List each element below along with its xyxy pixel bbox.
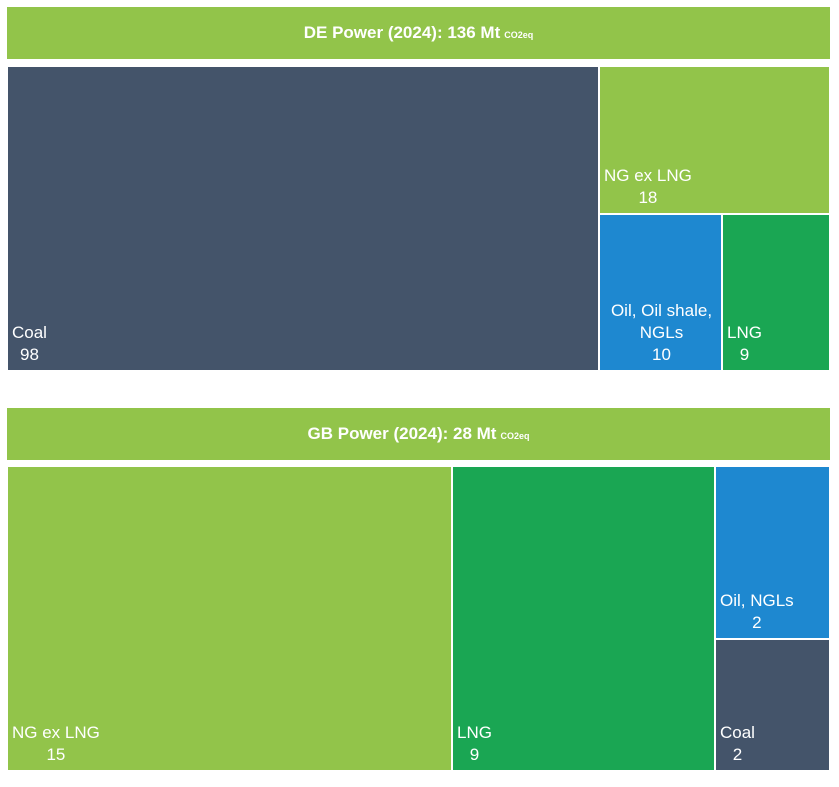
gb-tile-value: 2 [752, 613, 762, 632]
gb-tile-coal: Coal 2 [715, 639, 830, 771]
de-title-unit: CO2eq [504, 30, 534, 40]
gb-tile-name: NG ex LNG [12, 723, 100, 742]
de-tile-value: 9 [739, 345, 750, 364]
de-tile-name: Coal [12, 323, 47, 342]
de-tile-label: Oil, Oil shale, NGLs 10 [604, 300, 719, 366]
gb-tile-lng: LNG 9 [452, 466, 715, 771]
de-tile-label: NG ex LNG 18 [604, 165, 692, 209]
gb-tile-value: 2 [732, 745, 743, 764]
de-tile-oil-oil-shale-ngls: Oil, Oil shale, NGLs 10 [599, 214, 722, 371]
gb-tile-name: LNG [457, 723, 492, 742]
gb-tile-value: 9 [469, 745, 480, 764]
de-tile-name: LNG [727, 323, 762, 342]
gb-tile-name: Oil, NGLs [720, 591, 794, 610]
de-tile-name: NG ex LNG [604, 166, 692, 185]
gb-tile-name: Coal [720, 723, 755, 742]
de-tile-name: Oil, Oil shale, NGLs [610, 301, 713, 342]
gb-tile-label: NG ex LNG 15 [12, 722, 100, 766]
de-tile-value: 18 [638, 188, 658, 207]
gb-tile-ng-ex-lng: NG ex LNG 15 [7, 466, 452, 771]
de-treemap: Coal 98 NG ex LNG 18 Oil, Oil shale, NGLs 10 L… [7, 66, 830, 371]
gb-treemap: NG ex LNG 15 LNG 9 Oil, NGLs 2 Coal 2 [7, 466, 830, 771]
de-tile-value: 10 [652, 345, 671, 364]
de-chart-title: DE Power (2024): 136 Mt CO2eq [7, 7, 830, 59]
gb-title-text: GB Power (2024): 28 Mt [307, 424, 497, 443]
gb-tile-label: LNG 9 [457, 722, 492, 766]
gb-tile-oil-ngls: Oil, NGLs 2 [715, 466, 830, 639]
de-tile-label: LNG 9 [727, 322, 762, 366]
de-tile-lng: LNG 9 [722, 214, 830, 371]
de-title-text: DE Power (2024): 136 Mt [303, 23, 501, 42]
de-tile-value: 98 [20, 345, 39, 364]
de-tile-ng-ex-lng: NG ex LNG 18 [599, 66, 830, 214]
de-tile-coal: Coal 98 [7, 66, 599, 371]
gb-title-unit: CO2eq [500, 431, 530, 441]
gb-chart-title: GB Power (2024): 28 Mt CO2eq [7, 408, 830, 460]
gb-tile-label: Coal 2 [720, 722, 755, 766]
gb-tile-value: 15 [46, 745, 66, 764]
de-tile-label: Coal 98 [12, 322, 47, 366]
gb-tile-label: Oil, NGLs 2 [720, 590, 794, 634]
